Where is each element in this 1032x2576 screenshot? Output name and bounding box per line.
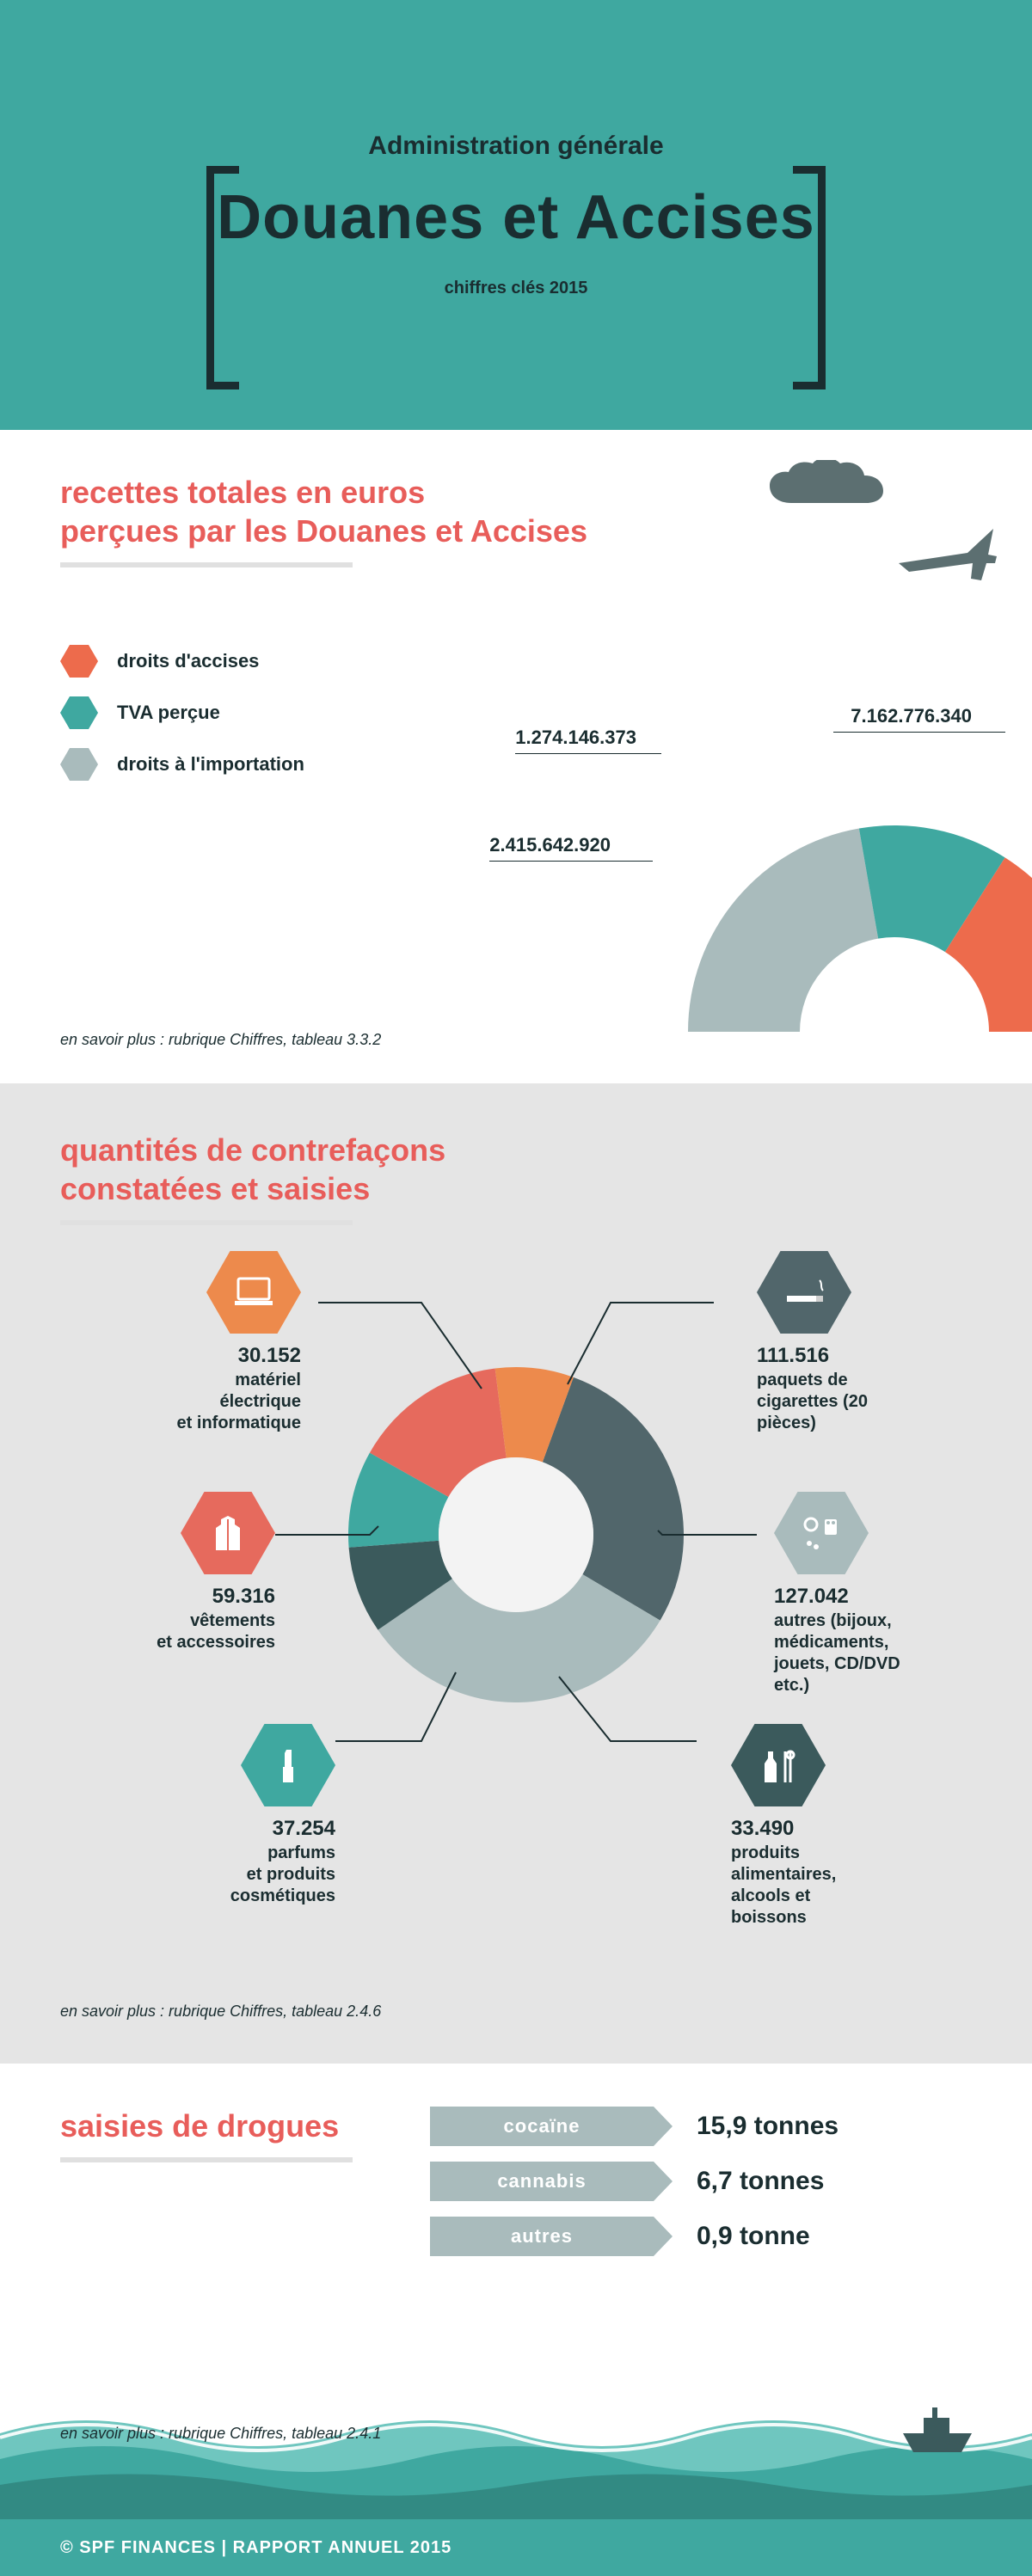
- misc-icon: [774, 1492, 869, 1574]
- bracket-right-icon: [793, 166, 826, 389]
- drug-value: 0,9 tonne: [697, 2222, 810, 2251]
- drug-row: cocaïne 15,9 tonnes: [430, 2107, 972, 2146]
- legend-label: droits à l'importation: [117, 753, 304, 776]
- section-counterfeit: quantités de contrefaçons constatées et …: [0, 1083, 1032, 2064]
- lipstick-icon: [241, 1724, 335, 1806]
- waves-icon: [0, 2390, 1032, 2519]
- food-icon: [731, 1724, 826, 1806]
- legend-label: TVA perçue: [117, 702, 220, 724]
- drug-label: cocaïne: [430, 2107, 654, 2146]
- drug-label: cannabis: [430, 2162, 654, 2201]
- cigarette-icon: [757, 1251, 851, 1334]
- hex-icon: [60, 696, 98, 729]
- callout-tva: 1.274.146.373: [515, 727, 636, 749]
- revenues-donut: [550, 619, 1032, 1032]
- section-revenues: recettes totales en euros perçues par le…: [0, 430, 1032, 1083]
- cat-cigarettes: 111.516 paquets de cigarettes (20 pièces…: [757, 1251, 980, 1434]
- bracket-left-icon: [206, 166, 239, 389]
- legend-label: droits d'accises: [117, 650, 259, 672]
- footer-text: © SPF FINANCES | RAPPORT ANNUEL 2015: [60, 2538, 452, 2558]
- cat-perfumes: 37.254 parfums et produits cosmétiques: [112, 1724, 335, 1907]
- title-underline: [60, 1220, 353, 1225]
- callout-accises: 7.162.776.340: [851, 705, 972, 727]
- counterfeit-donut: 30.152 matériel électrique et informatiq…: [344, 1363, 688, 1707]
- drug-label: autres: [430, 2217, 654, 2256]
- callout-import: 2.415.642.920: [489, 834, 611, 856]
- counterfeit-footnote: en savoir plus : rubrique Chiffres, tabl…: [60, 2003, 381, 2021]
- drug-row: cannabis 6,7 tonnes: [430, 2162, 972, 2201]
- title-frame: Administration générale Douanes et Accis…: [206, 132, 826, 298]
- drug-row: autres 0,9 tonne: [430, 2217, 972, 2256]
- main-title: Douanes et Accises: [206, 182, 826, 253]
- sea-decoration: en savoir plus : rubrique Chiffres, tabl…: [0, 2390, 1032, 2519]
- section-drugs: saisies de drogues cocaïne 15,9 tonnes c…: [0, 2064, 1032, 2390]
- plane-icon: [894, 524, 998, 589]
- title-underline: [60, 562, 353, 567]
- subtitle: chiffres clés 2015: [206, 279, 826, 298]
- supertitle: Administration générale: [206, 132, 826, 161]
- cloud-icon: [765, 460, 929, 524]
- hex-icon: [60, 645, 98, 678]
- footer: © SPF FINANCES | RAPPORT ANNUEL 2015: [0, 2519, 1032, 2576]
- cat-clothing: 59.316 vêtements et accessoires: [52, 1492, 275, 1653]
- revenues-footnote: en savoir plus : rubrique Chiffres, tabl…: [60, 1031, 381, 1049]
- title-underline: [60, 2157, 353, 2162]
- cat-electronics: 30.152 matériel électrique et informatiq…: [77, 1251, 301, 1434]
- header: Administration générale Douanes et Accis…: [0, 0, 1032, 430]
- cat-other: 127.042 autres (bijoux, médicaments, jou…: [774, 1492, 998, 1696]
- revenues-title-l1: recettes totales en euros: [60, 475, 425, 510]
- drugs-footnote: en savoir plus : rubrique Chiffres, tabl…: [60, 2425, 381, 2443]
- drugs-title: saisies de drogues: [60, 2107, 404, 2145]
- cat-food: 33.490 produits alimentaires, alcools et…: [731, 1724, 955, 1929]
- drug-value: 6,7 tonnes: [697, 2167, 824, 2196]
- drug-value: 15,9 tonnes: [697, 2112, 838, 2141]
- revenues-title-l2: perçues par les Douanes et Accises: [60, 513, 587, 549]
- coat-icon: [181, 1492, 275, 1574]
- counterfeit-title: quantités de contrefaçons constatées et …: [60, 1131, 972, 1208]
- hex-icon: [60, 748, 98, 781]
- laptop-icon: [206, 1251, 301, 1334]
